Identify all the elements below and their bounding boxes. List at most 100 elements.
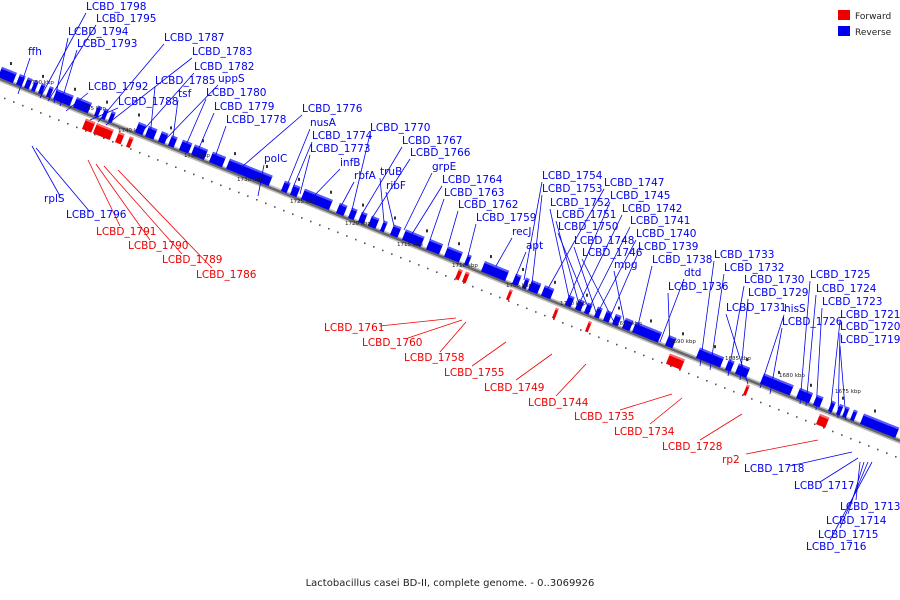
leader-line xyxy=(523,181,543,281)
reverse-gene-feature[interactable] xyxy=(425,239,444,255)
reverse-gene-label: dtd xyxy=(684,267,701,279)
reverse-gene-feature[interactable] xyxy=(835,403,844,416)
track-dot xyxy=(715,383,717,386)
leader-line xyxy=(59,49,78,107)
reverse-gene-feature[interactable] xyxy=(37,82,46,95)
reverse-gene-feature[interactable] xyxy=(134,122,147,136)
reverse-gene-feature[interactable] xyxy=(280,180,291,194)
scale-label: 1680 kbp xyxy=(779,373,805,379)
track-dot xyxy=(58,119,60,121)
reverse-gene-feature[interactable] xyxy=(480,261,510,282)
reverse-gene-feature[interactable] xyxy=(827,400,836,413)
scale-label: 1710 kbp xyxy=(452,263,478,269)
leader-line xyxy=(439,321,467,353)
track-dot xyxy=(121,144,123,147)
reverse-gene-feature[interactable] xyxy=(521,277,530,290)
reverse-gene-feature[interactable] xyxy=(367,215,380,229)
legend-reverse-swatch xyxy=(838,26,850,36)
track-dot xyxy=(229,188,231,190)
track-dot xyxy=(265,202,267,205)
track-dot xyxy=(112,141,114,143)
leader-line xyxy=(667,292,671,347)
reverse-gene-feature[interactable] xyxy=(45,86,54,98)
track-dot xyxy=(517,303,519,306)
track-dot xyxy=(49,115,51,118)
reverse-gene-feature[interactable] xyxy=(52,89,74,106)
leader-line xyxy=(739,298,749,381)
leader-line xyxy=(351,133,371,211)
forward-gene-feature[interactable] xyxy=(81,118,96,133)
reverse-gene-feature[interactable] xyxy=(540,285,555,300)
reverse-gene-feature[interactable] xyxy=(859,413,900,438)
leader-line xyxy=(35,147,91,213)
scale-label: 1740 kbp xyxy=(118,128,144,134)
track-dot xyxy=(778,408,780,411)
track-dot xyxy=(850,437,852,440)
leader-line xyxy=(97,43,165,123)
reverse-gene-feature[interactable] xyxy=(621,317,634,332)
forward-gene-feature[interactable] xyxy=(454,268,463,281)
reverse-gene-feature[interactable] xyxy=(401,229,425,248)
leader-line xyxy=(429,198,445,241)
reverse-gene-feature[interactable] xyxy=(347,207,358,221)
reverse-gene-feature[interactable] xyxy=(849,409,858,422)
reverse-gene-label: LCBD_1795 xyxy=(96,13,156,25)
reverse-gene-feature[interactable] xyxy=(527,280,542,295)
leader-line xyxy=(103,165,183,255)
reverse-gene-feature[interactable] xyxy=(157,131,169,145)
track-dot xyxy=(445,274,447,277)
forward-gene-feature[interactable] xyxy=(114,131,125,145)
leader-line xyxy=(819,457,859,483)
reverse-gene-feature[interactable] xyxy=(574,298,585,312)
reverse-gene-label: LCBD_1778 xyxy=(226,114,286,126)
forward-gene-feature[interactable] xyxy=(92,123,114,141)
track-tick xyxy=(138,113,140,117)
track-dot xyxy=(535,311,537,313)
reverse-gene-feature[interactable] xyxy=(759,373,794,396)
reverse-gene-feature[interactable] xyxy=(389,224,402,238)
reverse-gene-feature[interactable] xyxy=(208,151,227,168)
reverse-gene-label: uppS xyxy=(218,73,245,85)
forward-gene-feature[interactable] xyxy=(815,413,830,428)
reverse-gene-label: LCBD_1793 xyxy=(77,38,137,50)
forward-gene-feature[interactable] xyxy=(505,289,513,301)
forward-gene-feature[interactable] xyxy=(584,321,592,333)
track-dot xyxy=(211,180,213,183)
reverse-gene-feature[interactable] xyxy=(443,246,463,263)
forward-gene-feature[interactable] xyxy=(665,353,685,370)
reverse-gene-feature[interactable] xyxy=(335,202,348,217)
reverse-gene-feature[interactable] xyxy=(0,66,17,84)
leader-line xyxy=(339,181,355,209)
reverse-gene-feature[interactable] xyxy=(593,306,603,319)
forward-gene-feature[interactable] xyxy=(551,307,559,320)
reverse-gene-feature[interactable] xyxy=(379,220,388,233)
forward-gene-feature[interactable] xyxy=(742,384,750,396)
gene-features[interactable] xyxy=(0,66,900,438)
reverse-gene-label: LCBD_1780 xyxy=(206,87,266,99)
track-dot xyxy=(67,122,69,125)
reverse-gene-label: LCBD_1770 xyxy=(370,122,430,134)
reverse-gene-feature[interactable] xyxy=(30,80,39,92)
leader-line xyxy=(299,154,311,195)
reverse-gene-feature[interactable] xyxy=(289,184,301,198)
reverse-gene-feature[interactable] xyxy=(23,77,33,90)
reverse-gene-feature[interactable] xyxy=(841,406,850,419)
legend-forward-swatch xyxy=(838,10,850,20)
forward-gene-feature[interactable] xyxy=(125,136,134,149)
reverse-gene-feature[interactable] xyxy=(631,321,663,343)
scale-label: 1750 kbp xyxy=(28,80,54,86)
reverse-gene-feature[interactable] xyxy=(664,335,677,349)
reverse-gene-feature[interactable] xyxy=(695,347,725,368)
track-tick xyxy=(746,358,748,362)
track-dot xyxy=(616,343,618,346)
track-dot xyxy=(130,148,132,150)
track-dot xyxy=(751,398,753,400)
reverse-gene-feature[interactable] xyxy=(107,111,116,123)
forward-gene-feature[interactable] xyxy=(461,271,470,284)
reverse-gene-label: LCBD_1754 xyxy=(542,170,603,182)
reverse-gene-feature[interactable] xyxy=(93,105,102,118)
reverse-gene-feature[interactable] xyxy=(300,188,333,211)
reverse-gene-feature[interactable] xyxy=(190,144,209,160)
reverse-gene-feature[interactable] xyxy=(812,394,824,408)
